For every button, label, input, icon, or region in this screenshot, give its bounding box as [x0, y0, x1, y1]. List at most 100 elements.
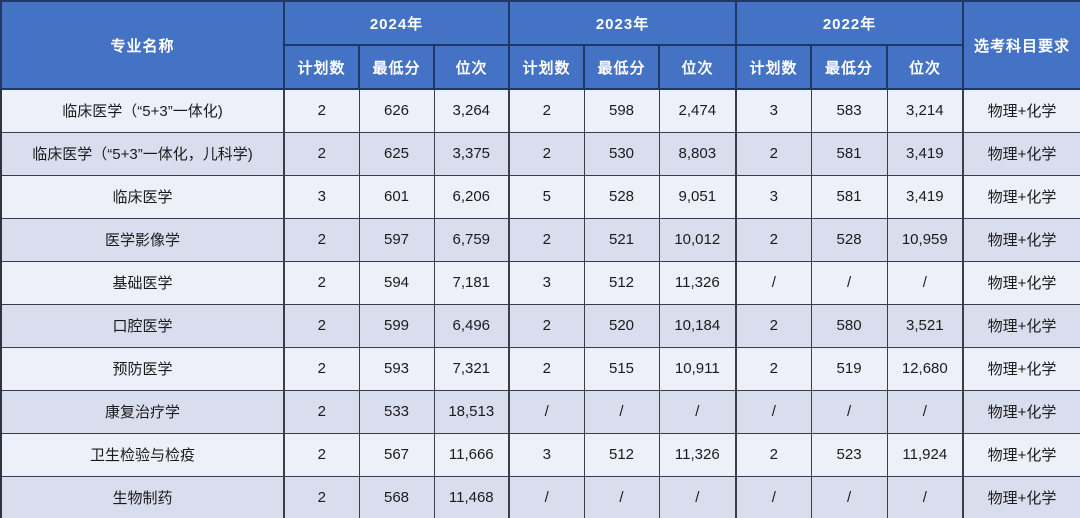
table-row: 生物制药 2 568 11,468// / / / / 物理+化学 [0, 475, 1080, 518]
cell-value: 2 [283, 475, 360, 518]
table-row: 口腔医学 2 599 6,496 2 520 10,184 2 580 3,521 物理+化学 [0, 303, 1080, 348]
subcol-2022-rank: 位次 [886, 44, 965, 90]
cell-value: 625 [358, 131, 435, 176]
table-body: 临床医学（“5+3”一体化) 2 626 3,264 2 598 2,474 3 583 3,21… [0, 88, 1080, 518]
cell-value: 2 [735, 432, 812, 477]
cell-value: 512 [583, 432, 660, 477]
cell-value: / [886, 260, 964, 305]
subcol-2023-min-score: 最低分 [583, 44, 661, 90]
cell-value: 12,680 [886, 346, 964, 391]
cell-value: 599 [358, 303, 435, 348]
cell-value: 3 [735, 174, 812, 219]
col-header-year-2024: 2024年 [282, 0, 511, 46]
cell-value: 2 [508, 217, 585, 262]
cell-value: 2 [283, 88, 360, 133]
subcol-2024-min-score: 最低分 [358, 44, 435, 90]
subcol-2022-plan-count: 计划数 [735, 44, 813, 90]
cell-value: 11,924 [886, 432, 964, 477]
cell-subject-requirement: 物理+化学 [962, 432, 1080, 477]
cell-value: 519 [810, 346, 888, 391]
cell-value: 11,468 [433, 475, 510, 518]
cell-value: / [735, 260, 812, 305]
cell-value: / [658, 475, 737, 518]
cell-value: 583 [810, 88, 888, 133]
cell-major-name: 生物制药 [0, 475, 285, 518]
cell-value: 2 [508, 131, 585, 176]
cell-value: 18,513 [433, 389, 510, 434]
cell-value: 6,206 [433, 174, 510, 219]
cell-major-name: 康复治疗学 [0, 389, 285, 434]
cell-value: / [508, 389, 585, 434]
cell-subject-requirement: 物理+化学 [962, 217, 1080, 262]
cell-value: 3 [508, 260, 585, 305]
cell-value: 7,321 [433, 346, 510, 391]
cell-value: 11,326 [658, 260, 737, 305]
cell-major-name: 基础医学 [0, 260, 285, 305]
cell-value: 568 [358, 475, 435, 518]
cell-subject-requirement: 物理+化学 [962, 88, 1080, 133]
cell-value: 2 [283, 432, 360, 477]
table-row: 临床医学 3 601 6,206 5 528 9,051 3 581 3,419 物理+化学 [0, 174, 1080, 219]
cell-value: 2 [283, 131, 360, 176]
cell-value: 6,759 [433, 217, 510, 262]
cell-major-name: 医学影像学 [0, 217, 285, 262]
cell-value: 626 [358, 88, 435, 133]
cell-value: 11,666 [433, 432, 510, 477]
cell-value: 528 [810, 217, 888, 262]
cell-value: 7,181 [433, 260, 510, 305]
table-row: 预防医学 2 593 7,321 2 515 10,911 2 519 12,680 物理+化学 [0, 346, 1080, 391]
table-header: 专业名称 2024年 2023年 2022年 选考科目要求 计划数 最低分 位次… [0, 0, 1080, 90]
cell-value: 3,419 [886, 174, 964, 219]
cell-value: 528 [583, 174, 660, 219]
cell-value: 597 [358, 217, 435, 262]
cell-value: 533 [358, 389, 435, 434]
cell-value: 3,264 [433, 88, 510, 133]
cell-value: 2 [735, 346, 812, 391]
cell-value: / [810, 475, 888, 518]
cell-value: 10,184 [658, 303, 737, 348]
cell-major-name: 预防医学 [0, 346, 285, 391]
cell-value: 2 [508, 88, 585, 133]
cell-value: 593 [358, 346, 435, 391]
col-header-year-2022: 2022年 [735, 0, 965, 46]
cell-value: 521 [583, 217, 660, 262]
cell-value: / [658, 389, 737, 434]
cell-subject-requirement: 物理+化学 [962, 346, 1080, 391]
table-row: 卫生检验与检疫 2 567 11,666 3 512 11,326 2 523 11,924 物理+… [0, 432, 1080, 477]
cell-value: 2 [283, 260, 360, 305]
cell-major-name: 卫生检验与检疫 [0, 432, 285, 477]
cell-value: 598 [583, 88, 660, 133]
cell-value: 581 [810, 174, 888, 219]
cell-value: 2 [735, 217, 812, 262]
subcol-2024-rank: 位次 [432, 44, 511, 90]
cell-value: 3 [283, 174, 360, 219]
cell-value: 5 [508, 174, 585, 219]
table-row: 康复治疗学 2 533 18,513// / / / / 物理+化学 [0, 389, 1080, 434]
cell-value: 2 [508, 346, 585, 391]
cell-value: 3,521 [886, 303, 964, 348]
cell-major-name: 临床医学（“5+3”一体化，儿科学) [0, 131, 285, 176]
cell-value: 11,326 [658, 432, 737, 477]
cell-value: 2 [735, 303, 812, 348]
table-row: 临床医学（“5+3”一体化) 2 626 3,264 2 598 2,474 3 583 3,21… [0, 88, 1080, 133]
cell-value: 3 [508, 432, 585, 477]
cell-subject-requirement: 物理+化学 [962, 389, 1080, 434]
cell-value: / [886, 475, 964, 518]
cell-value: 581 [810, 131, 888, 176]
cell-subject-requirement: 物理+化学 [962, 475, 1080, 518]
cell-value: 3,419 [886, 131, 964, 176]
subcol-2024-plan-count: 计划数 [283, 44, 360, 90]
cell-major-name: 临床医学（“5+3”一体化) [0, 88, 285, 133]
cell-value: 567 [358, 432, 435, 477]
table-row: 医学影像学 2 597 6,759 2 521 10,012 2 528 10,959 物理+化学 [0, 217, 1080, 262]
cell-major-name: 口腔医学 [0, 303, 285, 348]
cell-value: 9,051 [658, 174, 737, 219]
cell-value: 2,474 [658, 88, 737, 133]
col-header-subject-requirement: 选考科目要求 [962, 0, 1080, 90]
cell-value: 3 [735, 88, 812, 133]
cell-subject-requirement: 物理+化学 [962, 131, 1080, 176]
cell-value: 2 [735, 131, 812, 176]
cell-major-name: 临床医学 [0, 174, 285, 219]
cell-value: 601 [358, 174, 435, 219]
